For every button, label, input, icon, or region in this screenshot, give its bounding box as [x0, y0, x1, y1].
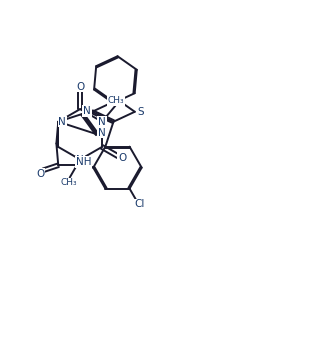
Text: N: N — [98, 117, 106, 127]
Text: O: O — [36, 169, 45, 179]
Text: CH₃: CH₃ — [61, 178, 77, 187]
Text: Cl: Cl — [135, 199, 145, 209]
Text: N: N — [83, 106, 91, 116]
Text: N: N — [76, 155, 84, 165]
Text: S: S — [137, 107, 144, 117]
Text: N: N — [98, 128, 106, 138]
Text: O: O — [76, 82, 84, 92]
Text: NH: NH — [76, 157, 92, 167]
Text: O: O — [118, 153, 126, 163]
Text: CH₃: CH₃ — [108, 96, 124, 105]
Text: N: N — [58, 117, 66, 127]
